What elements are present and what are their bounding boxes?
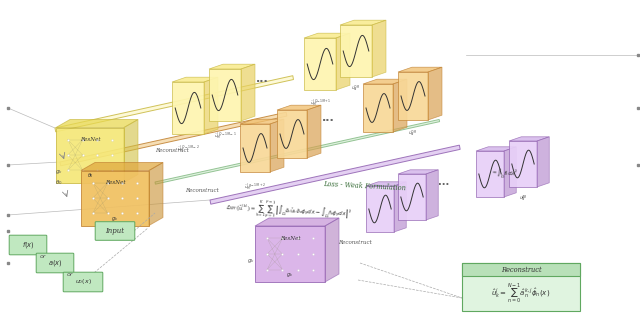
Polygon shape: [155, 119, 440, 184]
Polygon shape: [398, 170, 438, 174]
FancyBboxPatch shape: [63, 272, 103, 292]
Text: Reconstruct: Reconstruct: [185, 188, 219, 193]
Text: $\hat{u}^{(q-1)R+2}_{M}$: $\hat{u}^{(q-1)R+2}_{M}$: [244, 182, 266, 193]
Text: or: or: [67, 273, 73, 278]
Text: ResNet: ResNet: [80, 137, 100, 142]
Text: ResNet: ResNet: [280, 236, 300, 241]
Polygon shape: [240, 124, 270, 172]
Polygon shape: [60, 112, 287, 166]
Polygon shape: [241, 64, 255, 121]
Polygon shape: [476, 147, 516, 151]
Text: $\theta_0$: $\theta_0$: [55, 179, 63, 187]
Polygon shape: [504, 147, 516, 197]
Polygon shape: [476, 151, 504, 197]
Polygon shape: [398, 67, 442, 72]
Polygon shape: [56, 119, 138, 127]
Text: $\mathcal{L}_{WF}(\hat{u}^{(k)}_{\cdot}) = \sum_{k=1}^{K}\sum_{p=1}^{P-1}\left|\: $\mathcal{L}_{WF}(\hat{u}^{(k)}_{\cdot})…: [225, 198, 353, 226]
Polygon shape: [209, 69, 241, 121]
Polygon shape: [277, 105, 321, 110]
Polygon shape: [240, 119, 284, 124]
Bar: [462, 263, 580, 311]
Polygon shape: [304, 33, 350, 38]
Polygon shape: [255, 226, 325, 282]
Polygon shape: [304, 38, 336, 90]
Text: ResNet: ResNet: [105, 180, 125, 185]
Polygon shape: [363, 84, 393, 132]
Text: $\hat{u}^{OR}_{N}$: $\hat{u}^{OR}_{N}$: [408, 128, 417, 139]
Polygon shape: [509, 137, 549, 141]
Polygon shape: [426, 170, 438, 220]
Polygon shape: [277, 110, 307, 158]
Text: Reconstruct: Reconstruct: [500, 266, 541, 274]
Polygon shape: [325, 218, 339, 282]
Polygon shape: [336, 33, 350, 90]
Bar: [462, 263, 580, 276]
Text: ···: ···: [255, 77, 268, 87]
Text: Reconstruct: Reconstruct: [155, 148, 189, 152]
Polygon shape: [340, 20, 386, 25]
Text: ···: ···: [438, 180, 450, 190]
Polygon shape: [270, 119, 284, 172]
Polygon shape: [55, 76, 294, 132]
Polygon shape: [124, 119, 138, 182]
Polygon shape: [366, 182, 406, 186]
Text: $\hat{u}^{(Q-1)R-1}_{M}$: $\hat{u}^{(Q-1)R-1}_{M}$: [214, 131, 236, 142]
Text: $\hat{u}^{AR}_{N}$: $\hat{u}^{AR}_{N}$: [518, 193, 527, 204]
Polygon shape: [172, 82, 204, 134]
Polygon shape: [340, 25, 372, 77]
Text: $\theta_0$: $\theta_0$: [86, 172, 93, 181]
FancyBboxPatch shape: [36, 253, 74, 273]
Text: $\hat{u}^{(Q\!-\!1)R\!+\!1}_{M}$: $\hat{u}^{(Q\!-\!1)R\!+\!1}_{M}$: [310, 98, 330, 109]
Text: $\hat{u}^{OR}_{N}$: $\hat{u}^{OR}_{N}$: [351, 83, 360, 94]
Polygon shape: [255, 218, 339, 226]
FancyBboxPatch shape: [9, 235, 47, 255]
Polygon shape: [81, 171, 149, 225]
Polygon shape: [366, 186, 394, 232]
Polygon shape: [398, 174, 426, 220]
Polygon shape: [394, 182, 406, 232]
Polygon shape: [428, 67, 442, 120]
Polygon shape: [372, 20, 386, 77]
Text: $= \int_\Omega f_k dx^2$: $= \int_\Omega f_k dx^2$: [490, 167, 518, 181]
Text: Input: Input: [106, 227, 125, 235]
Text: $\hat{u}^j_k = \sum_{n=0}^{N-1} \hat{a}^{k,j}_n \hat{\phi}_n(x)$: $\hat{u}^j_k = \sum_{n=0}^{N-1} \hat{a}^…: [492, 281, 550, 305]
Polygon shape: [363, 79, 407, 84]
Text: $f(x)$: $f(x)$: [22, 240, 35, 250]
Text: Loss - Weak Formulation: Loss - Weak Formulation: [323, 180, 406, 192]
Polygon shape: [393, 79, 407, 132]
Polygon shape: [172, 77, 218, 82]
Polygon shape: [398, 72, 428, 120]
Polygon shape: [56, 127, 124, 182]
Polygon shape: [509, 141, 537, 187]
Text: $a(x)$: $a(x)$: [48, 258, 62, 268]
Text: $\hat{u}^{(Q-1)R-2}_{M}$: $\hat{u}^{(Q-1)R-2}_{M}$: [177, 144, 200, 155]
Polygon shape: [307, 105, 321, 158]
Text: $g_k$: $g_k$: [55, 168, 63, 176]
Text: Reconstruct: Reconstruct: [338, 241, 372, 246]
Polygon shape: [149, 162, 163, 225]
Text: $g_k$: $g_k$: [247, 257, 255, 265]
Text: $g_k$: $g_k$: [111, 215, 118, 223]
FancyBboxPatch shape: [95, 222, 135, 240]
Polygon shape: [209, 64, 255, 69]
Text: $u_0(x)$: $u_0(x)$: [75, 278, 92, 286]
Text: or: or: [40, 253, 46, 258]
Text: $g_k$: $g_k$: [287, 271, 294, 279]
Text: ···: ···: [322, 116, 334, 126]
Polygon shape: [81, 162, 163, 171]
Polygon shape: [537, 137, 549, 187]
Polygon shape: [210, 145, 460, 204]
Polygon shape: [204, 77, 218, 134]
